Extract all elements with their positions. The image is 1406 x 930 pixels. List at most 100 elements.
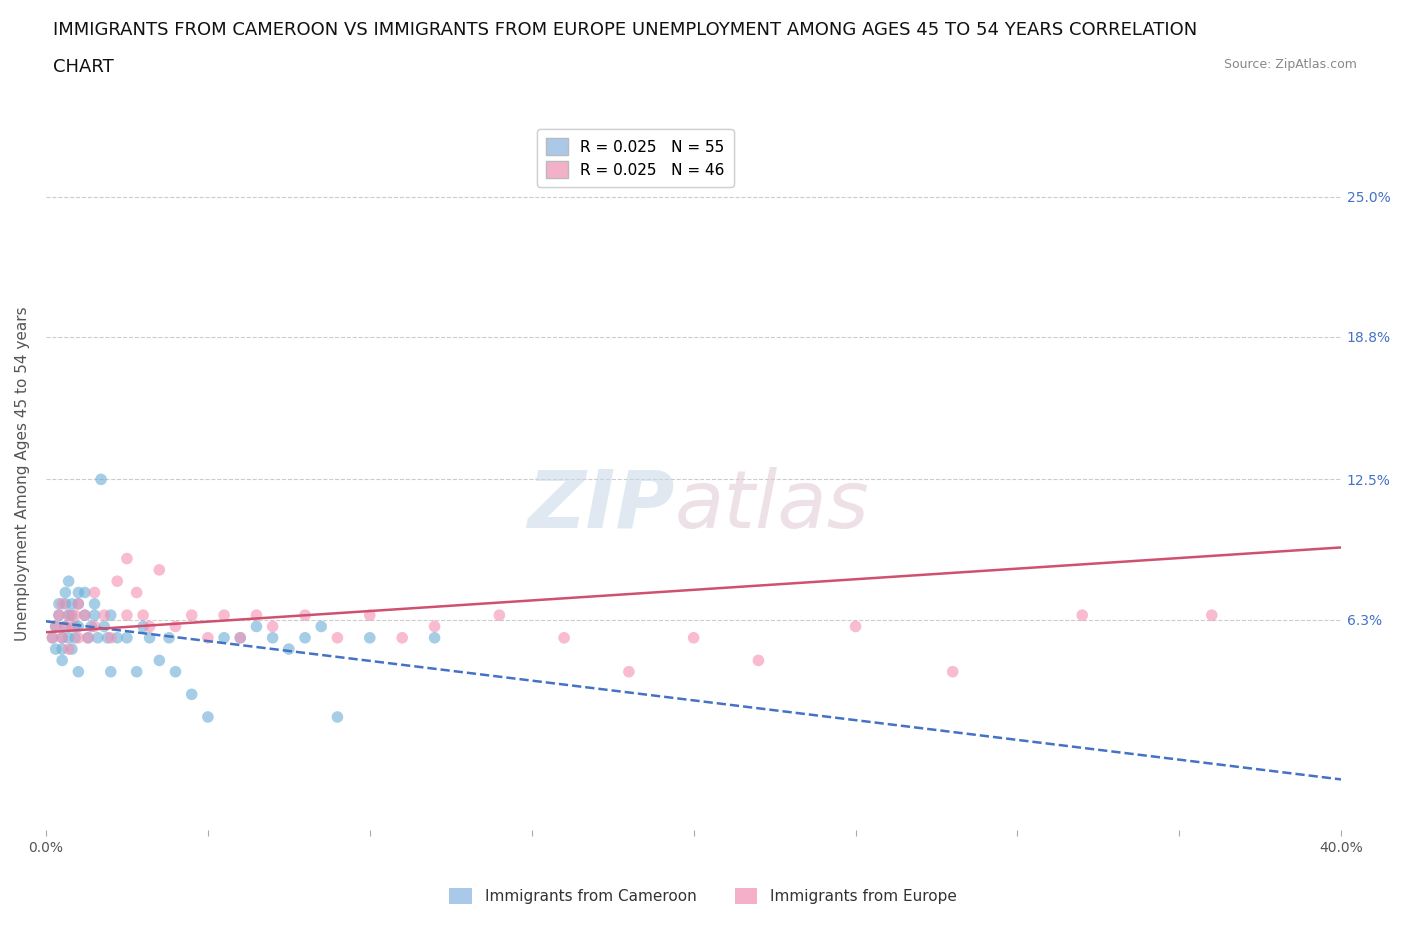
Point bbox=[359, 631, 381, 645]
Point bbox=[229, 631, 252, 645]
Point bbox=[165, 619, 187, 634]
Point bbox=[60, 642, 83, 657]
Point bbox=[294, 607, 316, 622]
Point bbox=[212, 631, 235, 645]
Text: ZIP: ZIP bbox=[527, 467, 675, 545]
Text: Source: ZipAtlas.com: Source: ZipAtlas.com bbox=[1223, 58, 1357, 71]
Text: CHART: CHART bbox=[53, 58, 114, 75]
Point bbox=[197, 631, 219, 645]
Point bbox=[73, 607, 96, 622]
Point bbox=[51, 653, 73, 668]
Point bbox=[115, 607, 138, 622]
Point bbox=[77, 631, 100, 645]
Point bbox=[58, 631, 80, 645]
Point bbox=[125, 664, 148, 679]
Point bbox=[105, 574, 128, 589]
Point bbox=[115, 631, 138, 645]
Point bbox=[80, 619, 103, 634]
Point bbox=[1201, 607, 1223, 622]
Legend: R = 0.025   N = 55, R = 0.025   N = 46: R = 0.025 N = 55, R = 0.025 N = 46 bbox=[537, 128, 734, 188]
Point bbox=[100, 631, 122, 645]
Point bbox=[51, 631, 73, 645]
Point bbox=[67, 619, 90, 634]
Point bbox=[100, 664, 122, 679]
Point bbox=[277, 642, 299, 657]
Point bbox=[60, 607, 83, 622]
Point bbox=[262, 619, 284, 634]
Point bbox=[245, 607, 267, 622]
Point bbox=[309, 619, 332, 634]
Point bbox=[553, 631, 575, 645]
Point bbox=[48, 596, 70, 611]
Point bbox=[51, 642, 73, 657]
Legend: Immigrants from Cameroon, Immigrants from Europe: Immigrants from Cameroon, Immigrants fro… bbox=[443, 882, 963, 910]
Point bbox=[132, 607, 155, 622]
Point bbox=[326, 710, 349, 724]
Point bbox=[83, 607, 105, 622]
Point bbox=[157, 631, 180, 645]
Point bbox=[51, 631, 73, 645]
Point bbox=[41, 631, 63, 645]
Point bbox=[63, 631, 86, 645]
Y-axis label: Unemployment Among Ages 45 to 54 years: Unemployment Among Ages 45 to 54 years bbox=[15, 306, 30, 641]
Point bbox=[617, 664, 640, 679]
Point bbox=[125, 585, 148, 600]
Point bbox=[67, 664, 90, 679]
Point bbox=[58, 607, 80, 622]
Point bbox=[73, 607, 96, 622]
Point bbox=[165, 664, 187, 679]
Point bbox=[229, 631, 252, 645]
Point bbox=[93, 607, 115, 622]
Point bbox=[41, 631, 63, 645]
Point bbox=[77, 631, 100, 645]
Point bbox=[359, 607, 381, 622]
Text: atlas: atlas bbox=[675, 467, 869, 545]
Point bbox=[148, 653, 170, 668]
Point bbox=[58, 642, 80, 657]
Point bbox=[55, 619, 77, 634]
Point bbox=[132, 619, 155, 634]
Point bbox=[96, 631, 118, 645]
Point bbox=[60, 619, 83, 634]
Point bbox=[45, 642, 67, 657]
Point bbox=[423, 631, 446, 645]
Point bbox=[326, 631, 349, 645]
Point bbox=[45, 619, 67, 634]
Point bbox=[87, 631, 110, 645]
Point bbox=[51, 596, 73, 611]
Point bbox=[180, 687, 202, 702]
Point bbox=[48, 607, 70, 622]
Point bbox=[48, 607, 70, 622]
Point bbox=[58, 574, 80, 589]
Point bbox=[747, 653, 769, 668]
Point bbox=[942, 664, 965, 679]
Point bbox=[63, 619, 86, 634]
Point bbox=[67, 596, 90, 611]
Point bbox=[83, 619, 105, 634]
Point bbox=[423, 619, 446, 634]
Point bbox=[67, 631, 90, 645]
Point bbox=[45, 619, 67, 634]
Point bbox=[138, 619, 160, 634]
Point bbox=[845, 619, 868, 634]
Point bbox=[180, 607, 202, 622]
Point bbox=[245, 619, 267, 634]
Point bbox=[1071, 607, 1094, 622]
Point bbox=[90, 472, 112, 486]
Point bbox=[138, 631, 160, 645]
Point bbox=[682, 631, 704, 645]
Point bbox=[73, 585, 96, 600]
Point bbox=[58, 607, 80, 622]
Point bbox=[93, 619, 115, 634]
Point bbox=[262, 631, 284, 645]
Point bbox=[63, 607, 86, 622]
Point bbox=[197, 710, 219, 724]
Point bbox=[105, 631, 128, 645]
Point bbox=[67, 596, 90, 611]
Point bbox=[212, 607, 235, 622]
Point bbox=[55, 596, 77, 611]
Text: IMMIGRANTS FROM CAMEROON VS IMMIGRANTS FROM EUROPE UNEMPLOYMENT AMONG AGES 45 TO: IMMIGRANTS FROM CAMEROON VS IMMIGRANTS F… bbox=[53, 21, 1198, 39]
Point bbox=[83, 596, 105, 611]
Point bbox=[67, 585, 90, 600]
Point bbox=[55, 619, 77, 634]
